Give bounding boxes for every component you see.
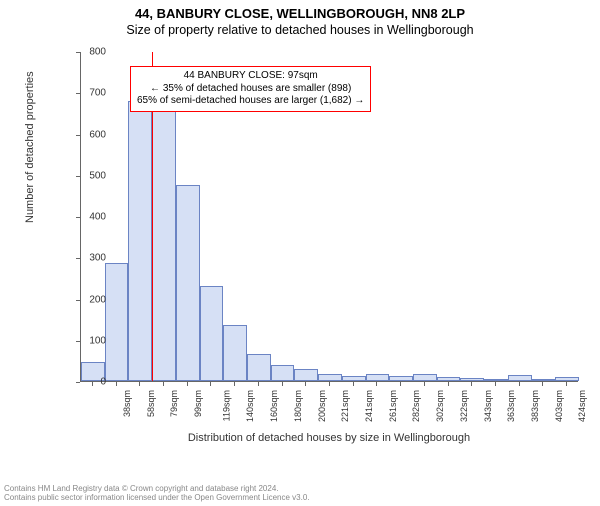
histogram-bar [342, 376, 366, 381]
y-tick-label: 600 [76, 129, 106, 140]
x-axis-label: Distribution of detached houses by size … [80, 432, 578, 444]
x-tick-label: 424sqm [577, 390, 587, 422]
x-tick-mark [329, 382, 330, 386]
x-tick-label: 383sqm [530, 390, 540, 422]
x-tick-label: 58sqm [146, 390, 156, 417]
x-tick-label: 79sqm [169, 390, 179, 417]
chart-area: Number of detached properties 0100200300… [48, 52, 578, 412]
chart-title: 44, BANBURY CLOSE, WELLINGBOROUGH, NN8 2… [0, 6, 600, 21]
histogram-bar [128, 101, 152, 382]
x-tick-mark [519, 382, 520, 386]
histogram-bar [271, 365, 295, 381]
histogram-bar [366, 374, 390, 381]
x-tick-mark [116, 382, 117, 386]
x-tick-mark [566, 382, 567, 386]
x-tick-label: 140sqm [245, 390, 255, 422]
y-tick-label: 800 [76, 47, 106, 58]
histogram-bar [223, 325, 247, 381]
x-tick-mark [471, 382, 472, 386]
y-tick-label: 100 [76, 335, 106, 346]
x-tick-label: 282sqm [411, 390, 421, 422]
histogram-bar [105, 263, 129, 381]
x-tick-label: 261sqm [388, 390, 398, 422]
histogram-bar [555, 377, 579, 381]
x-tick-mark [210, 382, 211, 386]
x-tick-label: 363sqm [506, 390, 516, 422]
y-tick-mark [76, 52, 80, 53]
x-tick-mark [92, 382, 93, 386]
histogram-bar [508, 375, 532, 381]
y-tick-label: 700 [76, 88, 106, 99]
x-tick-mark [542, 382, 543, 386]
histogram-bar [200, 286, 224, 381]
y-tick-label: 200 [76, 294, 106, 305]
histogram-bar [294, 369, 318, 381]
x-tick-mark [187, 382, 188, 386]
y-tick-label: 400 [76, 212, 106, 223]
x-tick-mark [353, 382, 354, 386]
chart-container: { "title_main": "44, BANBURY CLOSE, WELL… [0, 6, 600, 506]
x-tick-label: 241sqm [364, 390, 374, 422]
y-tick-mark [76, 382, 80, 383]
x-tick-mark [139, 382, 140, 386]
x-tick-mark [163, 382, 164, 386]
histogram-bar [460, 378, 484, 381]
footer-line-1: Contains HM Land Registry data © Crown c… [4, 484, 310, 493]
histogram-bar [484, 379, 508, 381]
x-tick-mark [234, 382, 235, 386]
x-tick-mark [282, 382, 283, 386]
y-tick-mark [76, 341, 80, 342]
y-tick-mark [76, 93, 80, 94]
x-tick-label: 180sqm [293, 390, 303, 422]
x-tick-mark [448, 382, 449, 386]
y-tick-mark [76, 258, 80, 259]
x-tick-mark [376, 382, 377, 386]
histogram-bar [389, 376, 413, 381]
x-tick-label: 343sqm [483, 390, 493, 422]
x-tick-label: 322sqm [459, 390, 469, 422]
annotation-line: 44 BANBURY CLOSE: 97sqm [137, 70, 364, 83]
x-tick-mark [305, 382, 306, 386]
annotation-line: ← 35% of detached houses are smaller (89… [137, 83, 364, 96]
x-tick-label: 160sqm [269, 390, 279, 422]
y-tick-mark [76, 176, 80, 177]
histogram-bar [176, 185, 200, 381]
x-tick-mark [258, 382, 259, 386]
y-tick-mark [76, 135, 80, 136]
histogram-bar [152, 105, 176, 381]
y-tick-mark [76, 217, 80, 218]
x-tick-mark [424, 382, 425, 386]
annotation-line: 65% of semi-detached houses are larger (… [137, 95, 364, 108]
x-tick-label: 221sqm [340, 390, 350, 422]
x-tick-mark [400, 382, 401, 386]
histogram-bar [532, 379, 556, 381]
y-axis-label: Number of detached properties [24, 71, 36, 223]
y-tick-mark [76, 300, 80, 301]
x-tick-label: 38sqm [122, 390, 132, 417]
histogram-bar [413, 374, 437, 381]
x-tick-label: 99sqm [193, 390, 203, 417]
y-tick-label: 300 [76, 253, 106, 264]
y-tick-label: 500 [76, 170, 106, 181]
footer-attribution: Contains HM Land Registry data © Crown c… [4, 484, 310, 502]
histogram-bar [437, 377, 461, 381]
chart-subtitle: Size of property relative to detached ho… [0, 23, 600, 37]
x-tick-mark [495, 382, 496, 386]
x-tick-label: 119sqm [221, 390, 231, 421]
x-tick-label: 302sqm [435, 390, 445, 422]
annotation-box: 44 BANBURY CLOSE: 97sqm← 35% of detached… [130, 66, 371, 112]
histogram-bar [247, 354, 271, 381]
x-tick-label: 200sqm [317, 390, 327, 422]
footer-line-2: Contains public sector information licen… [4, 493, 310, 502]
x-tick-label: 403sqm [554, 390, 564, 422]
histogram-bar [318, 374, 342, 381]
